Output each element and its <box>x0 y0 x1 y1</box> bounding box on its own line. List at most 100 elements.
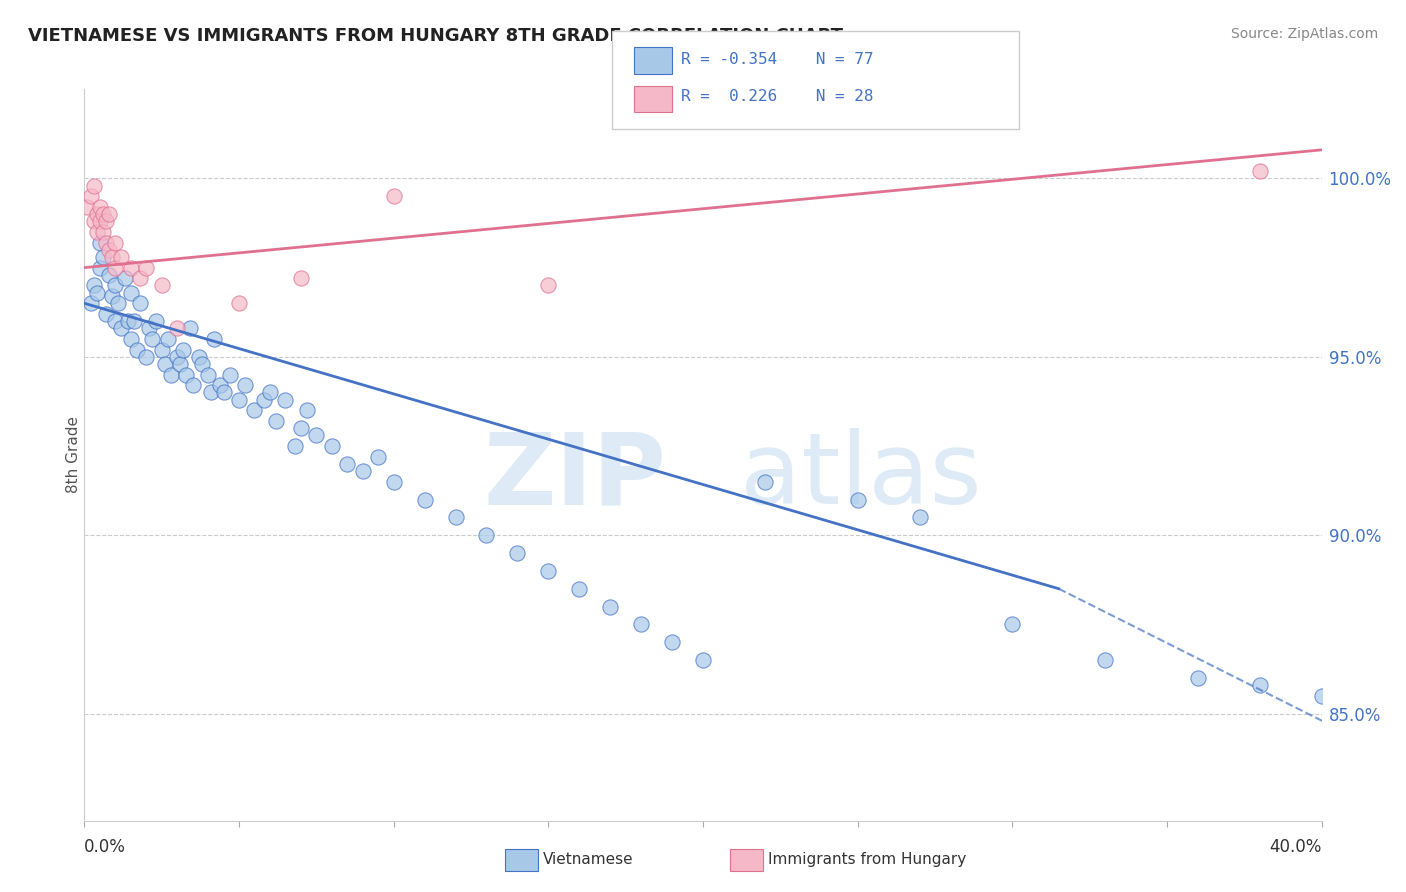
Point <box>209 378 232 392</box>
Point <box>104 314 127 328</box>
Point <box>156 332 179 346</box>
Point <box>259 385 281 400</box>
Point <box>120 260 142 275</box>
Point <box>141 332 163 346</box>
Point <box>284 439 307 453</box>
Point <box>692 653 714 667</box>
Point <box>630 617 652 632</box>
Point <box>129 296 152 310</box>
Point <box>1249 678 1271 692</box>
Point <box>1094 653 1116 667</box>
Point <box>382 189 405 203</box>
Point <box>1001 617 1024 632</box>
Point <box>79 189 101 203</box>
Point <box>125 343 148 357</box>
Point <box>599 599 621 614</box>
Point <box>153 357 176 371</box>
Point <box>86 225 108 239</box>
Point <box>135 350 157 364</box>
Point <box>352 464 374 478</box>
Point <box>191 357 214 371</box>
Point <box>290 421 312 435</box>
Point <box>166 321 188 335</box>
Point <box>120 332 142 346</box>
Text: R = -0.354    N = 77: R = -0.354 N = 77 <box>681 52 873 67</box>
Point <box>150 278 173 293</box>
Point <box>160 368 183 382</box>
Point <box>98 207 121 221</box>
Text: 0.0%: 0.0% <box>84 838 127 856</box>
Point <box>120 285 142 300</box>
Point <box>537 278 560 293</box>
Point <box>117 314 139 328</box>
Point <box>305 428 328 442</box>
Point <box>382 475 405 489</box>
Point <box>86 285 108 300</box>
Point <box>228 296 250 310</box>
Point <box>94 235 117 250</box>
Point <box>290 271 312 285</box>
Point <box>1372 714 1395 728</box>
Point <box>104 235 127 250</box>
Point <box>336 457 359 471</box>
Point <box>444 510 467 524</box>
Text: VIETNAMESE VS IMMIGRANTS FROM HUNGARY 8TH GRADE CORRELATION CHART: VIETNAMESE VS IMMIGRANTS FROM HUNGARY 8T… <box>28 27 844 45</box>
Point <box>83 214 105 228</box>
Point <box>568 582 591 596</box>
Point <box>274 392 297 407</box>
Point <box>91 250 114 264</box>
Point <box>89 200 111 214</box>
Point <box>98 268 121 282</box>
Point <box>83 178 105 193</box>
Point <box>187 350 209 364</box>
Point <box>89 260 111 275</box>
Point <box>94 214 117 228</box>
Point <box>83 278 105 293</box>
Point <box>150 343 173 357</box>
Text: ZIP: ZIP <box>484 428 666 525</box>
Point <box>197 368 219 382</box>
Point <box>91 207 114 221</box>
Point <box>218 368 240 382</box>
Point <box>107 296 129 310</box>
Point <box>537 564 560 578</box>
Point <box>94 307 117 321</box>
Text: Immigrants from Hungary: Immigrants from Hungary <box>768 853 966 867</box>
Point <box>110 321 132 335</box>
Point <box>122 314 145 328</box>
Point <box>506 546 529 560</box>
Point <box>89 214 111 228</box>
Point <box>169 357 191 371</box>
Text: Vietnamese: Vietnamese <box>543 853 633 867</box>
Text: R =  0.226    N = 28: R = 0.226 N = 28 <box>681 89 873 104</box>
Point <box>110 250 132 264</box>
Point <box>86 207 108 221</box>
Point <box>228 392 250 407</box>
Point <box>79 296 101 310</box>
Point <box>475 528 498 542</box>
Point <box>321 439 343 453</box>
Point <box>76 200 98 214</box>
Point <box>176 368 198 382</box>
Point <box>846 492 869 507</box>
Point <box>1249 164 1271 178</box>
Point <box>89 235 111 250</box>
Point <box>129 271 152 285</box>
Point <box>202 332 225 346</box>
Point <box>413 492 436 507</box>
Point <box>91 225 114 239</box>
Point <box>243 403 266 417</box>
Point <box>212 385 235 400</box>
Point <box>101 289 124 303</box>
Text: 40.0%: 40.0% <box>1270 838 1322 856</box>
Point <box>908 510 931 524</box>
Point <box>181 378 204 392</box>
Point <box>98 243 121 257</box>
Point <box>104 260 127 275</box>
Point <box>367 450 389 464</box>
Point <box>101 250 124 264</box>
Point <box>200 385 222 400</box>
Point <box>754 475 776 489</box>
Point <box>138 321 160 335</box>
Point <box>661 635 683 649</box>
